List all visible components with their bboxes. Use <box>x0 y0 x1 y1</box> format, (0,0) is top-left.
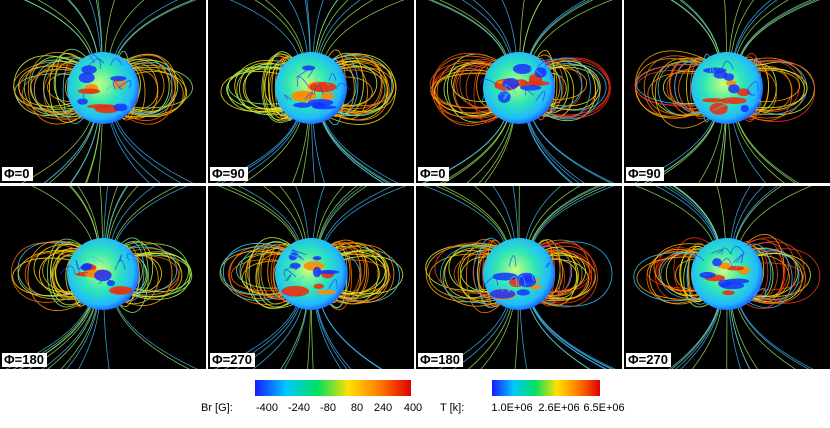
field-line-render <box>633 186 821 369</box>
t-tick: 6.5E+06 <box>583 402 625 414</box>
figure-grid: Φ=0 Φ=90 Φ=0 Φ=90 Φ=180 Φ=270 Φ=180 Φ=27… <box>0 0 830 369</box>
br-tick: 400 <box>403 402 423 414</box>
panel-br-phi0: Φ=0 <box>0 0 206 183</box>
panel-label: Φ=90 <box>210 167 248 181</box>
br-colorbar-gradient <box>255 380 411 396</box>
t-colorbar: T [k]: 1.0E+06 2.6E+06 6.5E+06 <box>432 380 632 420</box>
t-tick: 1.0E+06 <box>491 402 533 414</box>
t-colorbar-gradient <box>492 380 600 396</box>
br-tick: -80 <box>320 402 336 414</box>
field-line-render <box>215 0 405 183</box>
panel-br-phi270: Φ=270 <box>208 186 414 369</box>
panel-label: Φ=270 <box>210 353 255 367</box>
panel-label: Φ=0 <box>418 167 449 181</box>
br-tick: 80 <box>350 402 364 414</box>
field-line-render <box>5 186 198 369</box>
panel-label: Φ=0 <box>2 167 33 181</box>
br-tick: 240 <box>373 402 393 414</box>
panel-br-phi180: Φ=180 <box>0 186 206 369</box>
panel-t-phi180: Φ=180 <box>416 186 622 369</box>
field-line-render <box>13 0 197 183</box>
panel-t-phi90: Φ=90 <box>624 0 830 183</box>
br-tick: -240 <box>287 402 311 414</box>
panel-label: Φ=180 <box>418 353 463 367</box>
t-colorbar-label: T [k]: <box>440 402 465 414</box>
field-line-render <box>423 186 616 369</box>
br-tick: -400 <box>255 402 279 414</box>
panel-t-phi270: Φ=270 <box>624 186 830 369</box>
field-line-render <box>633 0 820 183</box>
t-tick: 2.6E+06 <box>538 402 580 414</box>
br-colorbar-label: Br [G]: <box>201 402 233 414</box>
field-line-render <box>421 0 615 183</box>
panel-label: Φ=90 <box>626 167 664 181</box>
field-line-render <box>214 186 407 369</box>
panel-br-phi90: Φ=90 <box>208 0 414 183</box>
br-colorbar: Br [G]: -400 -240 -80 80 240 400 <box>195 380 425 420</box>
panel-t-phi0: Φ=0 <box>416 0 622 183</box>
panel-label: Φ=180 <box>2 353 47 367</box>
panel-label: Φ=270 <box>626 353 671 367</box>
